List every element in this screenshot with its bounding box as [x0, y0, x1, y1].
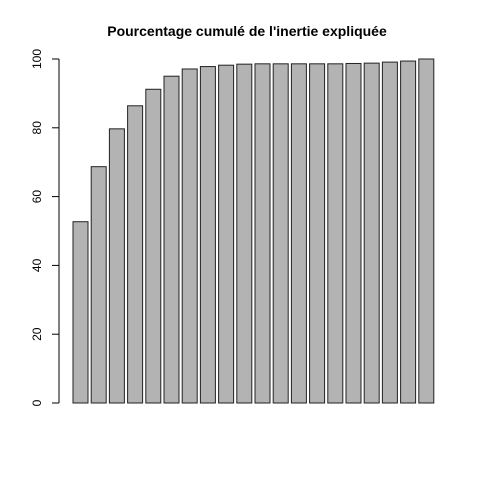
- bar: [72, 221, 89, 404]
- y-tick-label: 0: [30, 399, 44, 406]
- bar: [418, 58, 435, 404]
- y-tick-label: 20: [30, 327, 44, 341]
- bar: [272, 63, 289, 404]
- bar: [309, 63, 326, 404]
- bar: [181, 68, 198, 404]
- bar: [199, 66, 216, 404]
- bar: [327, 63, 344, 404]
- y-tick-label: 60: [30, 190, 44, 204]
- bars: [72, 58, 435, 404]
- bar: [236, 63, 253, 404]
- bar: [345, 62, 362, 404]
- bar: [90, 166, 107, 404]
- bar: [163, 75, 180, 404]
- bar: [108, 128, 125, 404]
- bar: [290, 63, 307, 404]
- bar: [127, 105, 144, 404]
- bar: [145, 88, 162, 404]
- bar: [381, 61, 398, 404]
- bar: [254, 63, 271, 404]
- bar: [218, 64, 235, 404]
- y-axis: 0 20 40 60 80 100: [30, 49, 60, 406]
- chart-title: Pourcentage cumulé de l'inertie expliqué…: [107, 23, 387, 39]
- y-tick-label: 40: [30, 258, 44, 272]
- bar: [363, 62, 380, 404]
- y-tick-label: 80: [30, 121, 44, 135]
- y-tick-label: 100: [30, 49, 44, 69]
- bar: [400, 60, 417, 404]
